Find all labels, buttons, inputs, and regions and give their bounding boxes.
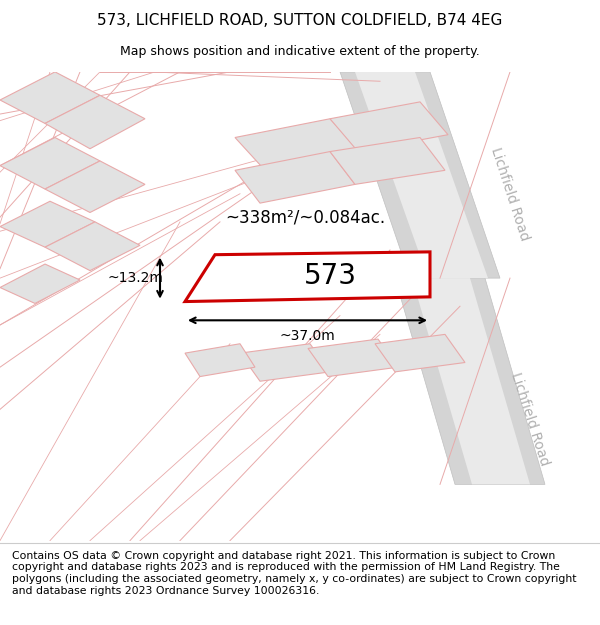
Polygon shape bbox=[330, 102, 448, 151]
Polygon shape bbox=[235, 151, 355, 203]
Text: ~37.0m: ~37.0m bbox=[280, 329, 335, 343]
Polygon shape bbox=[45, 222, 140, 271]
Polygon shape bbox=[0, 264, 80, 303]
Text: 573, LICHFIELD ROAD, SUTTON COLDFIELD, B74 4EG: 573, LICHFIELD ROAD, SUTTON COLDFIELD, B… bbox=[97, 12, 503, 28]
Polygon shape bbox=[185, 344, 255, 376]
Text: Lichfield Road: Lichfield Road bbox=[508, 370, 552, 468]
Polygon shape bbox=[330, 138, 445, 184]
Polygon shape bbox=[0, 201, 95, 247]
Polygon shape bbox=[235, 119, 360, 170]
Polygon shape bbox=[45, 161, 145, 212]
Text: Map shows position and indicative extent of the property.: Map shows position and indicative extent… bbox=[120, 45, 480, 58]
Polygon shape bbox=[355, 72, 488, 278]
Polygon shape bbox=[0, 138, 100, 189]
Text: 573: 573 bbox=[304, 262, 356, 290]
Polygon shape bbox=[0, 72, 100, 124]
Text: Lichfield Road: Lichfield Road bbox=[488, 145, 532, 242]
Text: Contains OS data © Crown copyright and database right 2021. This information is : Contains OS data © Crown copyright and d… bbox=[12, 551, 577, 596]
Text: ~13.2m: ~13.2m bbox=[107, 271, 163, 285]
Polygon shape bbox=[45, 95, 145, 149]
Text: ~338m²/~0.084ac.: ~338m²/~0.084ac. bbox=[225, 208, 385, 226]
Polygon shape bbox=[240, 344, 330, 381]
Polygon shape bbox=[308, 339, 398, 376]
Polygon shape bbox=[375, 334, 465, 372]
Polygon shape bbox=[395, 278, 545, 484]
Polygon shape bbox=[412, 278, 530, 484]
Polygon shape bbox=[340, 72, 500, 278]
Polygon shape bbox=[185, 252, 430, 301]
